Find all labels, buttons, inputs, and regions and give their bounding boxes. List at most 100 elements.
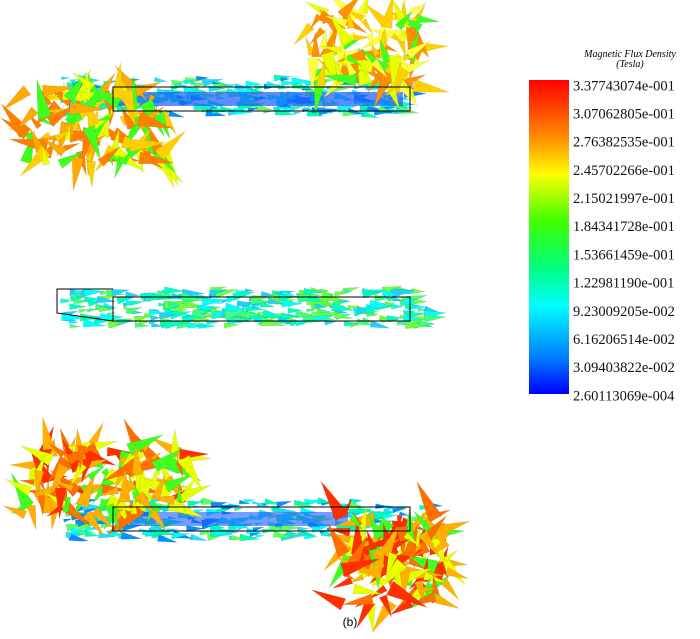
field-arrow [369,320,390,329]
field-arrow [90,506,115,529]
legend-label: 9.23009205e-002 [573,304,675,320]
field-arrow [83,288,105,297]
field-arrow [147,291,173,301]
field-arrow [164,286,185,295]
field-arrow [332,576,354,589]
field-arrow [390,304,404,310]
field-arrow [148,309,165,316]
field-arrow [379,80,394,86]
field-arrow [293,111,301,115]
low-field-core [118,92,403,106]
field-arrow [384,44,398,53]
field-arrow [405,310,426,319]
field-arrow [340,558,380,578]
field-arrow [170,532,190,540]
field-arrow [129,300,144,306]
field-arrow [171,79,186,86]
field-arrow [75,472,96,509]
legend-label: 1.84341728e-001 [573,219,675,235]
field-arrow [118,469,131,503]
field-arrow [49,463,70,494]
field-arrow [115,503,145,533]
field-arrow [148,509,167,532]
field-arrow [296,83,305,87]
field-arrow [42,138,67,157]
legend-labels: 3.37743074e-001 3.07062805e-001 2.76382535… [573,78,675,404]
field-arrow [443,550,458,563]
field-arrow [293,499,310,506]
field-arrow [34,470,45,497]
field-arrow [367,33,374,51]
field-arrow [178,302,196,310]
field-arrow [197,323,207,327]
field-arrow [73,297,90,305]
field-arrow [415,14,440,24]
field-arrow [372,598,397,633]
field-arrow [150,475,166,502]
field-arrow [364,3,390,28]
field-arrow [445,567,469,579]
field-arrow [291,77,312,85]
field-arrow [86,466,105,481]
field-arrow [352,34,371,42]
field-arrow [223,322,240,329]
field-arrow [243,499,255,504]
field-arrow [343,321,358,327]
field-arrow [2,85,32,111]
field-arrow [111,289,130,296]
field-arrow [398,511,409,516]
field-arrow [311,589,347,611]
field-arrow [63,113,83,125]
field-arrow [360,106,370,111]
field-arrow [373,70,396,109]
field-arrow [396,514,403,530]
field-arrow [154,131,186,161]
field-arrow [250,297,271,305]
field-arrow [36,79,53,120]
field-arrow [5,478,33,497]
field-arrow [0,118,30,140]
field-arrow [361,287,377,295]
field-arrow [369,299,392,309]
field-arrow [86,161,96,188]
field-arrow [84,525,100,532]
field-arrow [427,509,451,523]
field-arrow [141,152,163,169]
field-arrow [230,534,246,541]
field-arrow [82,318,106,328]
legend-label: 2.15021997e-001 [573,191,675,207]
field-arrow [371,538,400,563]
field-arrow [99,291,111,296]
legend-label: 2.76382535e-001 [573,135,675,151]
field-arrow [170,429,180,454]
field-arrow [151,322,164,328]
field-arrow [150,316,162,321]
field-arrow [333,311,353,319]
field-arrow [69,303,87,310]
field-arrow [185,314,194,318]
field-arrow [378,594,392,618]
field-arrow [61,76,70,80]
field-arrow [404,303,419,309]
field-arrow [37,495,46,516]
field-arrow [224,310,249,320]
field-arrow [349,574,364,583]
field-arrow [417,308,428,312]
field-arrow [321,18,336,25]
field-arrow [246,304,264,312]
field-arrow [245,80,262,87]
field-arrow [252,526,265,532]
field-arrow [407,557,426,570]
field-arrow [378,106,391,112]
field-arrow [17,106,39,130]
geometry-outline [112,86,411,112]
field-arrow [327,528,351,537]
field-arrow [163,473,194,493]
field-arrow [342,593,374,605]
field-arrow [381,513,398,520]
field-arrow [187,500,205,507]
geometry-outline [112,296,411,322]
field-arrow [306,308,316,313]
field-arrow [406,27,417,56]
field-arrow [366,530,378,551]
